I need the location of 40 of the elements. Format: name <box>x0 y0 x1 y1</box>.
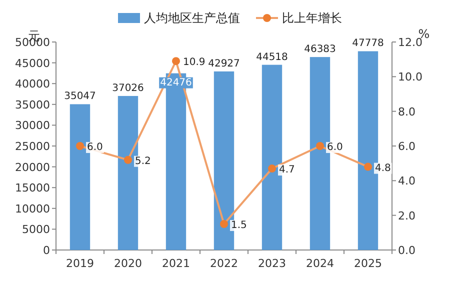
y2-tick-label: 0.0 <box>398 244 416 257</box>
data-label: 1.5 <box>231 220 247 231</box>
data-label: 35047 <box>64 91 96 102</box>
y2-tick-label: 10.0 <box>398 70 422 84</box>
y-tick-label: 40000 <box>15 78 50 91</box>
x-tick-label: 2021 <box>162 257 190 270</box>
x-tick-label: 2019 <box>66 257 94 270</box>
y-tick-label: 25000 <box>15 140 50 153</box>
x-tick-label: 2023 <box>258 257 286 270</box>
y2-tick-label: 8.0 <box>398 105 416 118</box>
data-label: 44518 <box>256 52 288 63</box>
y2-tick-label: 2.0 <box>398 209 416 222</box>
legend-label: 人均地区生产总值 <box>144 11 240 25</box>
y-tick-label: 45000 <box>15 56 50 70</box>
y-tick-label: 5000 <box>22 223 50 236</box>
y2-tick-label: 12.0 <box>398 36 422 49</box>
data-label: 37026 <box>112 82 144 94</box>
x-tick-label: 2025 <box>354 257 382 270</box>
y-tick-label: 20000 <box>15 160 50 174</box>
data-label: 4.7 <box>279 164 295 176</box>
data-label: 42476 <box>160 77 192 88</box>
x-tick-label: 2022 <box>210 257 238 270</box>
y-tick-label: 30000 <box>15 119 50 132</box>
data-label: 6.0 <box>327 142 343 153</box>
x-tick-label: 2024 <box>306 257 334 270</box>
data-label: 46383 <box>304 44 336 56</box>
y-tick-label: 35000 <box>15 98 50 112</box>
y-tick-label: 0 <box>43 244 50 257</box>
data-label: 6.0 <box>87 142 103 153</box>
data-label: 10.9 <box>183 57 206 68</box>
data-label: 47778 <box>352 38 384 50</box>
y-tick-label: 15000 <box>15 182 50 195</box>
y2-tick-label: 4.0 <box>398 174 416 188</box>
x-tick-label: 2020 <box>114 257 142 270</box>
data-label: 5.2 <box>135 156 151 167</box>
data-label: 4.8 <box>375 162 391 174</box>
y-tick-label: 10000 <box>15 202 50 216</box>
y2-tick-label: 6.0 <box>398 140 416 153</box>
data-label: 42927 <box>208 58 240 70</box>
legend-label: 比上年增长 <box>282 11 342 25</box>
